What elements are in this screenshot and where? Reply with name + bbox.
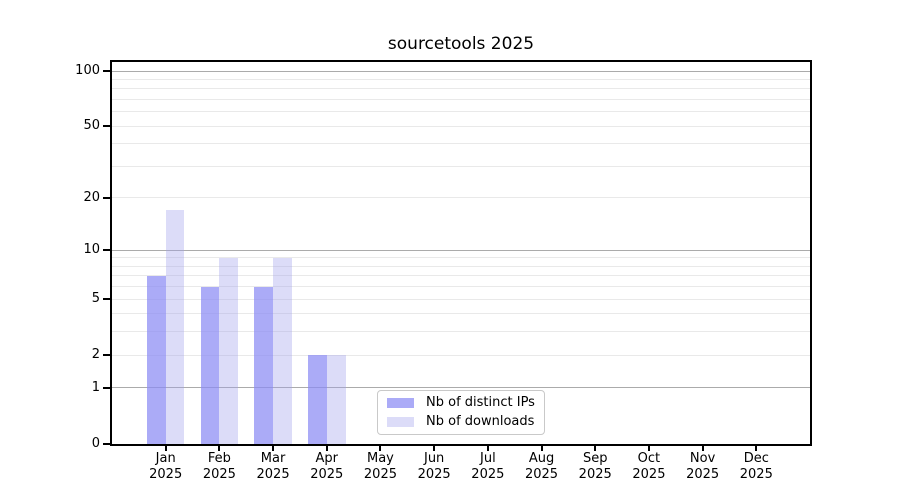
x-tick-label: Dec 2025: [739, 451, 773, 482]
gridline-minor: [112, 143, 810, 145]
x-tick-label: Jan 2025: [149, 451, 183, 482]
x-tick: [755, 446, 758, 451]
gridline-minor: [112, 331, 810, 333]
legend-item-distinct-ips: Nb of distinct IPs: [387, 395, 535, 411]
bar-downloads-mar: [273, 257, 292, 444]
y-tick-label: 0: [91, 436, 100, 451]
legend-swatch-downloads: [387, 417, 414, 428]
bar-ips-mar: [254, 286, 274, 444]
legend-label-downloads: Nb of downloads: [426, 414, 535, 430]
bar-downloads-feb: [219, 257, 239, 444]
legend: Nb of distinct IPs Nb of downloads: [377, 390, 545, 435]
gridline-minor: [112, 313, 810, 315]
y-tick: [103, 443, 110, 445]
gridline-minor: [112, 286, 810, 288]
chart-title: sourcetools 2025: [387, 34, 535, 54]
x-tick-label: Aug 2025: [524, 451, 559, 482]
gridline-minor: [112, 88, 810, 90]
gridline-minor: [112, 275, 810, 277]
y-tick-label: 2: [91, 347, 100, 363]
x-tick: [272, 446, 275, 451]
y-tick: [103, 386, 110, 389]
y-tick: [103, 298, 110, 301]
y-tick-label: 1: [91, 379, 100, 395]
bar-downloads-jan: [165, 210, 185, 444]
y-tick: [103, 354, 110, 357]
gridline-minor: [112, 257, 810, 259]
gridline-minor: [112, 197, 810, 199]
gridline-major: [112, 387, 810, 389]
x-tick: [433, 446, 436, 451]
legend-item-downloads: Nb of downloads: [387, 414, 535, 430]
gridline-minor: [112, 78, 810, 80]
y-tick-label: 5: [91, 291, 100, 307]
x-tick: [379, 446, 382, 451]
x-tick-label: Feb 2025: [202, 451, 236, 482]
y-tick-label: 100: [75, 63, 100, 79]
bar-downloads-apr: [326, 355, 346, 444]
y-tick-label: 50: [83, 118, 100, 134]
gridline-minor: [112, 354, 810, 356]
x-tick: [486, 446, 489, 451]
x-tick: [594, 446, 597, 451]
y-tick: [103, 249, 110, 252]
x-tick-label: Jun 2025: [417, 451, 451, 482]
gridline-major: [112, 70, 810, 72]
x-tick-label: Nov 2025: [686, 451, 720, 482]
gridline-minor: [112, 166, 810, 167]
gridline-minor: [112, 265, 810, 267]
x-tick-label: Mar 2025: [256, 451, 290, 482]
gridline-minor: [112, 99, 810, 101]
y-tick-label: 20: [83, 189, 100, 205]
x-tick-label: Jul 2025: [471, 451, 505, 482]
gridline-minor: [112, 125, 810, 127]
bar-ips-jan: [146, 275, 166, 444]
gridline-major: [112, 249, 810, 251]
x-tick-label: Oct 2025: [632, 451, 666, 482]
bar-ips-apr: [307, 355, 327, 444]
legend-label-distinct-ips: Nb of distinct IPs: [426, 394, 535, 410]
legend-swatch-distinct-ips: [387, 397, 414, 408]
gridline-minor: [112, 298, 810, 300]
x-tick: [647, 446, 650, 451]
x-tick-label: Sep 2025: [578, 451, 612, 482]
x-tick: [701, 446, 704, 451]
y-tick: [103, 70, 110, 73]
y-tick-label: 10: [83, 242, 100, 258]
x-tick: [540, 446, 543, 451]
x-tick-label: May 2025: [363, 451, 397, 482]
gridline-minor: [112, 111, 810, 113]
x-tick: [325, 446, 328, 451]
x-tick: [164, 446, 167, 451]
x-tick-label: Apr 2025: [310, 451, 344, 482]
bar-ips-feb: [200, 286, 220, 444]
y-tick: [103, 196, 110, 199]
x-tick: [218, 446, 221, 451]
y-tick: [103, 125, 110, 128]
